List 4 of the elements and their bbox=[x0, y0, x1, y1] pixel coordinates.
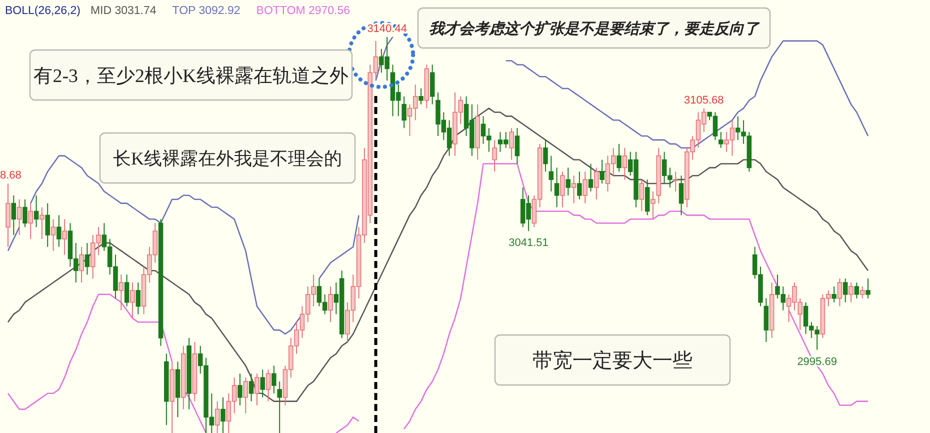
annotation: 3041.51 bbox=[508, 237, 548, 250]
annotation: 8.68 bbox=[0, 170, 22, 182]
title: BOLL(26,26,2) bbox=[5, 5, 80, 17]
annotation: 3105.68 bbox=[684, 94, 724, 106]
